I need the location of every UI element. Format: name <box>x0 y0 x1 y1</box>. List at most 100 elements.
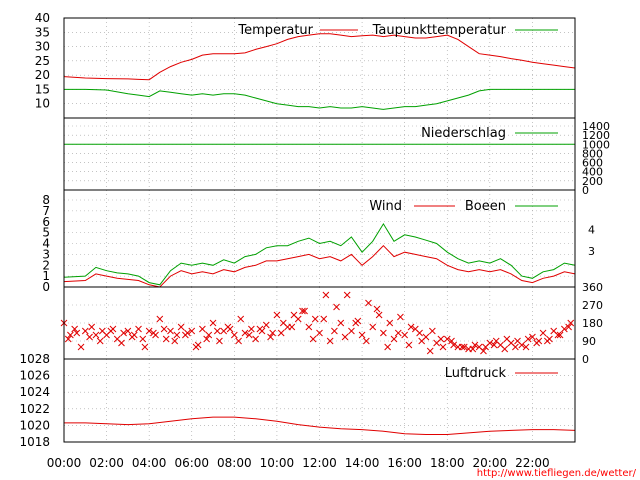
wind-direction-point <box>118 339 125 347</box>
x-tick-label: 10:00 <box>260 456 295 470</box>
wind-direction-point <box>294 315 302 323</box>
y-tick-label: 1000 <box>582 138 610 151</box>
wind-direction-point <box>439 343 447 351</box>
y-tick-label: 40 <box>35 11 50 25</box>
wind-direction-point <box>390 335 398 343</box>
wind-direction-panel: 0 90 180 270 360 <box>60 281 603 366</box>
wind-direction-point <box>299 307 306 315</box>
legend-label: Temperatur <box>237 23 313 38</box>
y-tick-label: 35 <box>35 25 50 39</box>
y-tick-label: 1018 <box>19 435 50 449</box>
wind-direction-point <box>167 327 174 335</box>
y-tick-label: 25 <box>35 54 50 68</box>
y-tick-label: 20 <box>35 68 50 82</box>
series-line-1 <box>64 416 576 435</box>
wind-direction-point <box>192 343 200 351</box>
y-tick-label: 10 <box>35 97 50 111</box>
y-tick-label: 3 <box>42 247 50 261</box>
x-tick-label: 14:00 <box>345 456 380 470</box>
wind-direction-point <box>341 333 349 341</box>
wind-direction-point <box>156 315 164 323</box>
wind-direction-point <box>348 327 355 335</box>
wind-direction-point <box>248 325 255 333</box>
wind-direction-point <box>565 323 572 331</box>
wind-direction-point <box>88 323 96 331</box>
x-tick-label: 16:00 <box>387 456 422 470</box>
wind-direction-point <box>237 315 245 323</box>
wind-direction-point <box>522 343 530 351</box>
wind-direction-point <box>160 325 168 333</box>
legend-label: Wind <box>369 199 402 214</box>
wind-direction-point <box>252 335 259 343</box>
wind-direction-point <box>224 323 232 331</box>
wind-direction-point <box>524 335 532 343</box>
y-tick-label: 1028 <box>19 352 50 366</box>
x-tick-label: 12:00 <box>302 456 337 470</box>
wind-direction-point <box>273 311 281 319</box>
wind-direction-point <box>71 325 78 333</box>
wind-direction-point <box>322 291 330 299</box>
wind-direction-point <box>373 305 381 313</box>
y-tick-label: 15 <box>35 82 50 96</box>
wind-direction-point <box>203 335 211 343</box>
x-tick-label: 20:00 <box>473 456 508 470</box>
wind-direction-point <box>205 331 213 339</box>
x-tick-label: 22:00 <box>515 456 550 470</box>
wind-direction-point <box>501 345 509 353</box>
wind-direction-point <box>471 341 479 349</box>
wind-direction-point <box>209 319 217 327</box>
y-tick-label: 5 <box>42 226 50 240</box>
wind-direction-point <box>241 329 249 337</box>
wind-direction-point <box>480 347 487 355</box>
wind-direction-point <box>305 323 313 331</box>
wind-direction-point <box>401 331 409 339</box>
wind-direction-point <box>343 291 351 299</box>
y-tick-label: 0 <box>582 353 589 366</box>
wind-direction-point <box>128 333 136 341</box>
wind-direction-point <box>450 341 457 349</box>
wind-direction-point <box>428 327 436 335</box>
wind-direction-point <box>386 319 394 327</box>
wind-direction-point <box>405 341 413 349</box>
wind-direction-point <box>316 329 323 337</box>
wind-direction-point <box>86 333 93 341</box>
wind-direction-point <box>64 335 72 343</box>
wind-direction-point <box>326 337 334 345</box>
wind-direction-point <box>77 343 85 351</box>
wind-direction-point <box>352 319 360 327</box>
wind-direction-point <box>235 337 242 345</box>
y-tick-label: 1024 <box>19 385 50 399</box>
wind-direction-point <box>171 337 179 345</box>
wind-direction-point <box>397 313 404 321</box>
y-tick-label: 400 <box>582 166 603 179</box>
y-tick-label: 1 <box>42 269 50 283</box>
y-tick-label: 1020 <box>19 418 50 432</box>
source-url: http://www.tiefliegen.de/wetter/ <box>477 468 637 479</box>
legend-label: Taupunkttemperatur <box>372 23 507 38</box>
wind-direction-point <box>141 343 149 351</box>
wind-direction-point <box>486 339 494 347</box>
wind-direction-point <box>437 335 445 343</box>
y-tick-label: 600 <box>582 157 603 170</box>
wind-direction-point <box>173 331 181 339</box>
x-tick-label: 04:00 <box>132 456 167 470</box>
wind-direction-point <box>81 327 89 335</box>
wind-direction-point <box>96 337 104 345</box>
wind-direction-point <box>460 343 468 351</box>
wind-direction-point <box>448 337 455 345</box>
wind-direction-point <box>145 327 153 335</box>
wind-direction-point <box>182 331 189 339</box>
wind-direction-point <box>362 337 370 345</box>
wind-direction-point <box>120 329 127 337</box>
wind-direction-point <box>256 325 264 333</box>
wind-direction-point <box>67 331 74 339</box>
y-tick-label: 1026 <box>19 369 50 383</box>
y-tick-label: 4 <box>42 237 50 251</box>
y-tick-label: 2 <box>42 258 50 272</box>
wind-direction-point <box>561 325 568 333</box>
y-tick-label: 270 <box>582 299 603 312</box>
wind-direction-point <box>469 345 477 353</box>
wind-direction-point <box>150 329 157 337</box>
